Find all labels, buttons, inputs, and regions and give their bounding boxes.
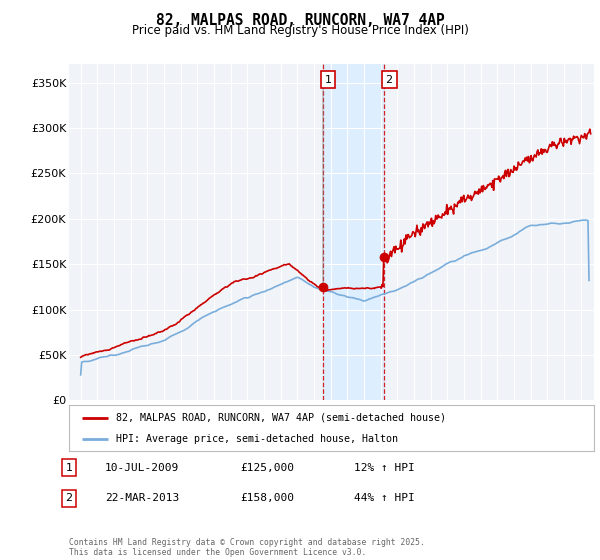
Text: £125,000: £125,000 — [240, 463, 294, 473]
Text: 2: 2 — [386, 74, 393, 85]
Text: 1: 1 — [325, 74, 331, 85]
Text: 2: 2 — [65, 493, 73, 503]
Text: 82, MALPAS ROAD, RUNCORN, WA7 4AP (semi-detached house): 82, MALPAS ROAD, RUNCORN, WA7 4AP (semi-… — [116, 413, 446, 423]
Text: 1: 1 — [65, 463, 73, 473]
Text: 22-MAR-2013: 22-MAR-2013 — [105, 493, 179, 503]
Bar — [323, 64, 384, 400]
Text: 82, MALPAS ROAD, RUNCORN, WA7 4AP: 82, MALPAS ROAD, RUNCORN, WA7 4AP — [155, 13, 445, 28]
Text: £158,000: £158,000 — [240, 493, 294, 503]
Text: 12% ↑ HPI: 12% ↑ HPI — [354, 463, 415, 473]
Text: 10-JUL-2009: 10-JUL-2009 — [105, 463, 179, 473]
Text: Price paid vs. HM Land Registry's House Price Index (HPI): Price paid vs. HM Land Registry's House … — [131, 24, 469, 37]
Text: Contains HM Land Registry data © Crown copyright and database right 2025.
This d: Contains HM Land Registry data © Crown c… — [69, 538, 425, 557]
Text: 44% ↑ HPI: 44% ↑ HPI — [354, 493, 415, 503]
Text: HPI: Average price, semi-detached house, Halton: HPI: Average price, semi-detached house,… — [116, 435, 398, 444]
